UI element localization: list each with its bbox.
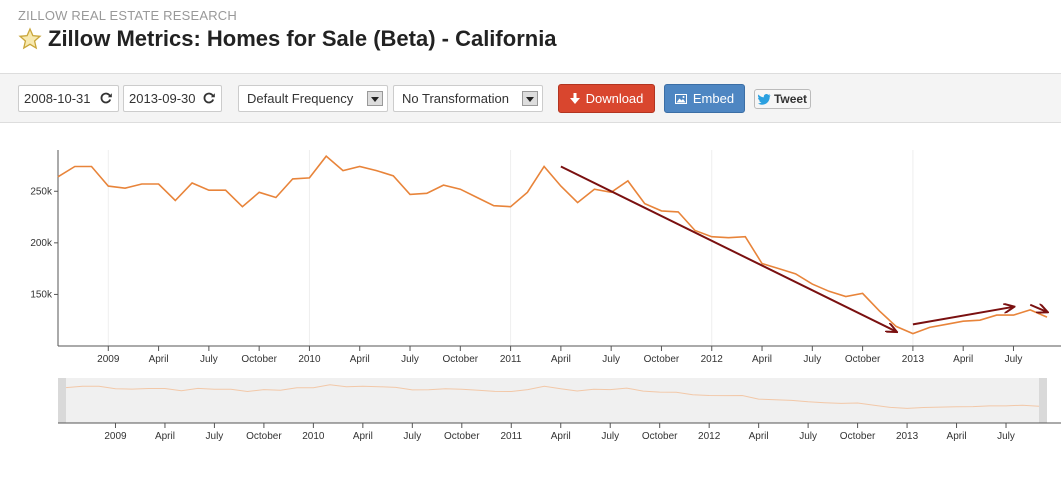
chart: 250k 200k 150k 2009 April July October 2010 Apri… — [30, 150, 1061, 442]
image-icon — [674, 93, 687, 104]
annotation-arrow — [912, 307, 1014, 326]
navigator-tick-label: October — [444, 431, 480, 442]
page-title: Zillow Metrics: Homes for Sale (Beta) - … — [48, 26, 557, 51]
navigator-tick-label: October — [246, 431, 282, 442]
navigator-left-handle — [58, 378, 66, 423]
navigator-tick-label: July — [799, 431, 817, 442]
research-label: ZILLOW REAL ESTATE RESEARCH — [18, 8, 237, 23]
main-plot: 250k 200k 150k 2009 April July October 2010 Apri… — [30, 150, 1061, 365]
dropdown-arrow-icon — [367, 91, 383, 106]
end-date-value: 2013-09-30 — [129, 91, 196, 106]
y-tick-label: 200k — [30, 238, 53, 249]
embed-label: Embed — [692, 91, 735, 106]
start-date-value: 2008-10-31 — [24, 91, 91, 106]
navigator-tick-label: July — [997, 431, 1015, 442]
navigator-tick-label: 2009 — [104, 431, 127, 442]
annotation-arrow — [560, 165, 896, 332]
navigator-tick-label: 2012 — [698, 431, 721, 442]
x-tick-label: July — [401, 354, 419, 365]
navigator-tick-label: July — [403, 431, 421, 442]
navigator-tick-label: April — [353, 431, 373, 442]
x-tick-label: July — [1005, 354, 1023, 365]
tweet-button[interactable]: Tweet — [754, 89, 811, 109]
navigator-tick-label: July — [206, 431, 224, 442]
download-button[interactable]: Download — [558, 84, 655, 113]
navigator-tick-label: 2013 — [896, 431, 919, 442]
navigator-tick-label: 2010 — [302, 431, 325, 442]
annotation-arrow — [1029, 305, 1047, 312]
x-tick-label: October — [241, 354, 277, 365]
x-tick-label: April — [149, 354, 169, 365]
navigator-tick-label: April — [551, 431, 571, 442]
tweet-label: Tweet — [773, 92, 808, 106]
navigator-series-line — [65, 384, 1040, 409]
navigator-tick-label: April — [947, 431, 967, 442]
x-tick-label: April — [551, 354, 571, 365]
navigator-tick-label: July — [601, 431, 619, 442]
refresh-icon[interactable] — [99, 91, 113, 105]
grid-layer — [107, 150, 914, 346]
dropdown-arrow-icon — [522, 91, 538, 106]
twitter-bird-icon — [757, 93, 771, 105]
x-tick-label: April — [350, 354, 370, 365]
x-tick-label: 2009 — [97, 354, 120, 365]
x-tick-label: April — [752, 354, 772, 365]
star-icon[interactable] — [18, 27, 42, 51]
x-tick-label: July — [602, 354, 620, 365]
navigator: 2009 April July October 2010 April July October… — [58, 378, 1061, 442]
y-tick-label: 150k — [30, 289, 53, 300]
navigator-tick-label: October — [642, 431, 678, 442]
x-tick-label: October — [845, 354, 881, 365]
frequency-value: Default Frequency — [247, 91, 354, 106]
download-label: Download — [585, 91, 644, 106]
end-date-input[interactable]: 2013-09-30 — [123, 85, 222, 112]
x-tick-label: October — [443, 354, 479, 365]
embed-button[interactable]: Embed — [664, 84, 745, 113]
x-tick-label: 2011 — [500, 354, 522, 365]
toolbar: 2008-10-31 2013-09-30 Default Frequency … — [0, 73, 1061, 123]
navigator-tick-label: April — [749, 431, 769, 442]
title-row: Zillow Metrics: Homes for Sale (Beta) - … — [18, 26, 557, 52]
navigator-tick-label: April — [155, 431, 175, 442]
x-tick-label: 2012 — [701, 354, 724, 365]
x-tick-label: July — [803, 354, 821, 365]
navigator-background — [58, 378, 1047, 423]
frequency-select[interactable]: Default Frequency — [238, 85, 388, 112]
x-tick-label: 2010 — [298, 354, 321, 365]
navigator-tick-label: October — [840, 431, 876, 442]
refresh-icon[interactable] — [202, 91, 216, 105]
transformation-value: No Transformation — [402, 91, 509, 106]
y-tick-label: 250k — [30, 186, 53, 197]
navigator-tick-label: 2011 — [501, 431, 523, 442]
x-tick-label: April — [953, 354, 973, 365]
download-icon — [569, 92, 580, 104]
navigator-right-handle — [1039, 378, 1047, 423]
transformation-select[interactable]: No Transformation — [393, 85, 543, 112]
x-tick-label: July — [200, 354, 218, 365]
series-line — [57, 155, 1048, 335]
start-date-input[interactable]: 2008-10-31 — [18, 85, 119, 112]
x-tick-label: October — [644, 354, 680, 365]
x-tick-label: 2013 — [902, 354, 925, 365]
